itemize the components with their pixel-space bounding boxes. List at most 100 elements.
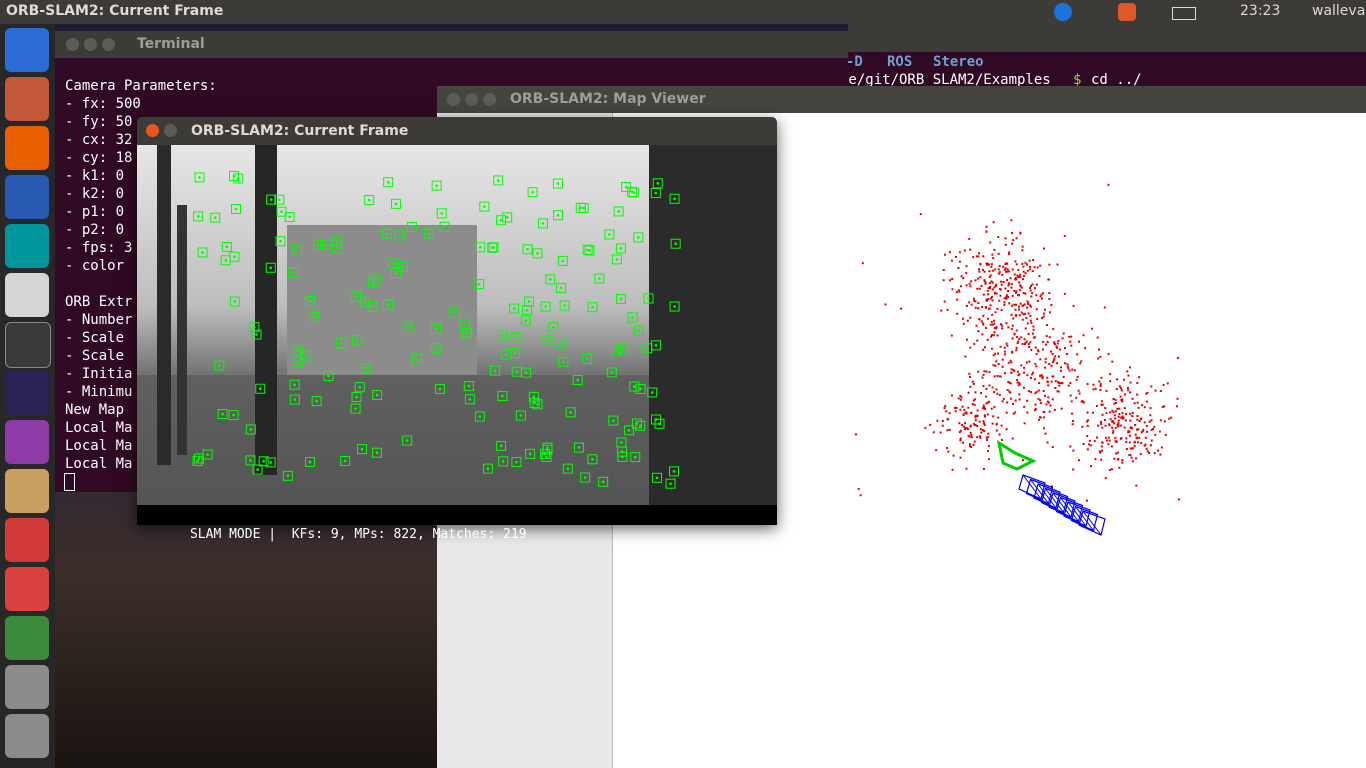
map-point (1052, 359, 1055, 362)
arduino-icon[interactable] (5, 224, 49, 268)
terminal-icon[interactable] (5, 322, 51, 368)
close-button[interactable] (146, 124, 159, 137)
map-point (990, 335, 993, 338)
minimize-button[interactable] (465, 93, 478, 106)
map-point (983, 406, 986, 409)
keyframe-edge (1052, 492, 1072, 518)
map-point (1026, 302, 1029, 305)
map-point (1044, 361, 1047, 364)
map-point (1009, 277, 1012, 280)
map-point (973, 299, 976, 302)
map-point (1098, 380, 1101, 383)
map-point (1010, 327, 1013, 330)
map-point (1117, 422, 1120, 425)
feature-point (386, 180, 390, 184)
feature-point (308, 460, 312, 464)
map-point (966, 319, 969, 322)
minimize-button[interactable] (84, 38, 97, 51)
map-point (1020, 286, 1023, 289)
map-point (1127, 374, 1130, 377)
feature-point (505, 216, 509, 219)
minimize-button[interactable] (164, 124, 177, 137)
map-point (1010, 313, 1013, 316)
editor-icon[interactable] (5, 273, 49, 317)
app-icon[interactable] (5, 420, 49, 464)
map-point (993, 268, 996, 271)
files-icon[interactable] (5, 77, 49, 121)
map-point (942, 268, 945, 271)
map-point (1130, 456, 1133, 459)
map-point (1021, 249, 1024, 252)
building (287, 225, 477, 375)
map-point (1014, 276, 1017, 279)
feature-box (554, 338, 565, 349)
map-point (981, 333, 984, 336)
dash-icon[interactable] (5, 28, 49, 72)
map-point (1007, 326, 1010, 329)
settings-icon[interactable] (5, 518, 49, 562)
feature-box (598, 476, 609, 487)
map-point (974, 414, 977, 417)
map-point (1016, 378, 1019, 381)
map-point (1014, 291, 1017, 294)
map-point (982, 373, 985, 376)
updater-icon[interactable] (5, 616, 49, 660)
map-point (1026, 300, 1029, 303)
map-point (1023, 371, 1026, 374)
map-point (1076, 353, 1079, 356)
map-point (989, 323, 992, 326)
map-point (1117, 419, 1120, 422)
maximize-button[interactable] (102, 38, 115, 51)
map-point (989, 274, 992, 277)
map-point (1164, 433, 1167, 436)
maximize-button[interactable] (483, 93, 496, 106)
feature-box (229, 251, 240, 262)
map-point (1015, 329, 1018, 332)
map-point (1137, 428, 1140, 431)
feature-box (289, 394, 300, 405)
feature-point (234, 207, 238, 211)
feature-box (265, 457, 276, 468)
map-point (956, 298, 959, 301)
firefox-icon[interactable] (5, 126, 49, 170)
map-point (1101, 413, 1104, 416)
map-point (992, 334, 995, 337)
map-point (1112, 398, 1115, 401)
map-point (1107, 443, 1110, 446)
feature-box (582, 244, 593, 255)
map-point (1020, 364, 1023, 367)
close-button[interactable] (66, 38, 79, 51)
map-point (993, 319, 996, 322)
map-point (968, 237, 971, 240)
feature-point (468, 397, 472, 401)
feature-box (249, 322, 260, 333)
eclipse-icon[interactable] (5, 371, 49, 415)
launcher-dock (0, 24, 55, 768)
indicator-icon[interactable] (1118, 3, 1136, 21)
map-point (1062, 375, 1065, 378)
app-icon[interactable] (5, 567, 49, 611)
map-point (1029, 286, 1032, 289)
battery-icon[interactable] (1172, 7, 1196, 20)
map-point (995, 292, 998, 295)
unknown-icon[interactable] (5, 714, 49, 758)
unknown-icon[interactable] (5, 665, 49, 709)
teamviewer-icon[interactable] (1054, 3, 1072, 21)
feature-box (587, 454, 598, 465)
map-point (1063, 292, 1066, 295)
map-point (1051, 375, 1054, 378)
archive-icon[interactable] (5, 469, 49, 513)
map-point (1008, 270, 1011, 273)
map-point (990, 347, 993, 350)
map-point (1015, 290, 1018, 293)
map-point (984, 306, 987, 309)
user-name[interactable]: walleva (1312, 3, 1366, 19)
map-point (1016, 342, 1019, 345)
map-point (1002, 397, 1005, 400)
terminal-line: - Scale (65, 348, 125, 364)
app-icon[interactable] (5, 175, 49, 219)
feature-box (528, 391, 539, 402)
clock[interactable]: 23:23 (1240, 3, 1281, 19)
close-button[interactable] (447, 93, 460, 106)
map-point (959, 437, 962, 440)
